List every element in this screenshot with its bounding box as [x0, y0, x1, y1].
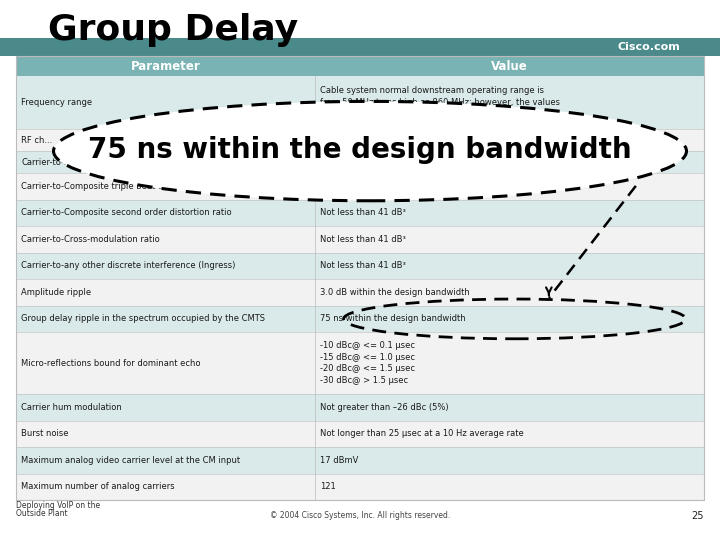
Text: Not greater than –26 dBc (5%): Not greater than –26 dBc (5%) [320, 403, 449, 411]
Text: Deploying VoIP on the: Deploying VoIP on the [16, 501, 100, 510]
Text: Not less than 41 dB³: Not less than 41 dB³ [320, 208, 406, 218]
FancyBboxPatch shape [16, 421, 704, 447]
Text: Micro-reflections bound for dominant echo: Micro-reflections bound for dominant ech… [21, 359, 200, 368]
Text: Not less than 41 dB³: Not less than 41 dB³ [320, 182, 406, 191]
Text: Not less than 41 dB³: Not less than 41 dB³ [320, 261, 406, 271]
FancyBboxPatch shape [16, 226, 704, 253]
FancyBboxPatch shape [16, 151, 704, 173]
Text: 75 ns within the design bandwidth: 75 ns within the design bandwidth [88, 136, 632, 164]
Bar [16, 56, 704, 500]
Text: Amplitude ripple: Amplitude ripple [21, 288, 91, 297]
Text: 3.0 dB within the design bandwidth: 3.0 dB within the design bandwidth [320, 288, 470, 297]
Text: Frequency range: Frequency range [21, 98, 92, 107]
Text: Value: Value [491, 59, 528, 72]
FancyBboxPatch shape [16, 56, 704, 76]
FancyBboxPatch shape [16, 279, 704, 306]
Text: Carrier-to-Composite triple beat distortion ratio: Carrier-to-Composite triple beat distort… [21, 182, 220, 191]
Ellipse shape [53, 102, 686, 201]
FancyBboxPatch shape [16, 447, 704, 474]
FancyBboxPatch shape [0, 38, 720, 56]
Text: Maximum analog video carrier level at the CM input: Maximum analog video carrier level at th… [21, 456, 240, 465]
Text: 75 ns within the design bandwidth: 75 ns within the design bandwidth [320, 314, 466, 323]
FancyBboxPatch shape [16, 332, 704, 394]
Text: Burst noise: Burst noise [21, 429, 68, 438]
Text: 17 dBmV: 17 dBmV [320, 456, 359, 465]
FancyBboxPatch shape [16, 129, 704, 151]
FancyBboxPatch shape [16, 394, 704, 421]
Text: -10 dBc@ <= 0.1 μsec
-15 dBc@ <= 1.0 μsec
-20 dBc@ <= 1.5 μsec
-30 dBc@ > 1.5 μs: -10 dBc@ <= 0.1 μsec -15 dBc@ <= 1.0 μse… [320, 341, 415, 385]
Text: Group Delay: Group Delay [48, 13, 298, 47]
Text: Cisco.com: Cisco.com [617, 42, 680, 52]
Text: Carrier-to-Composite second order distortion ratio: Carrier-to-Composite second order distor… [21, 208, 232, 218]
Text: Carrier-to-n...: Carrier-to-n... [21, 158, 77, 167]
Text: RF ch...: RF ch... [21, 136, 53, 145]
Text: Not longer than 25 μsec at a 10 Hz average rate: Not longer than 25 μsec at a 10 Hz avera… [320, 429, 524, 438]
Text: Group delay ripple in the spectrum occupied by the CMTS: Group delay ripple in the spectrum occup… [21, 314, 265, 323]
FancyBboxPatch shape [16, 253, 704, 279]
Text: Parameter: Parameter [131, 59, 200, 72]
FancyBboxPatch shape [16, 173, 704, 200]
Text: Maximum number of analog carriers: Maximum number of analog carriers [21, 482, 175, 491]
Text: Outside Plant: Outside Plant [16, 509, 68, 518]
FancyBboxPatch shape [16, 474, 704, 500]
Text: Cable system normal downstream operating range is
from 50 MHz to as high as 860 : Cable system normal downstream operating… [320, 86, 560, 119]
Text: Not less than 41 dB³: Not less than 41 dB³ [320, 235, 406, 244]
FancyBboxPatch shape [16, 200, 704, 226]
Text: 25: 25 [691, 511, 704, 521]
Text: Carrier-to-Cross-modulation ratio: Carrier-to-Cross-modulation ratio [21, 235, 160, 244]
FancyBboxPatch shape [16, 76, 704, 129]
Text: © 2004 Cisco Systems, Inc. All rights reserved.: © 2004 Cisco Systems, Inc. All rights re… [270, 511, 450, 521]
FancyBboxPatch shape [16, 306, 704, 332]
Text: 121: 121 [320, 482, 336, 491]
Text: Carrier hum modulation: Carrier hum modulation [21, 403, 122, 411]
Text: Carrier-to-any other discrete interference (Ingress): Carrier-to-any other discrete interferen… [21, 261, 235, 271]
